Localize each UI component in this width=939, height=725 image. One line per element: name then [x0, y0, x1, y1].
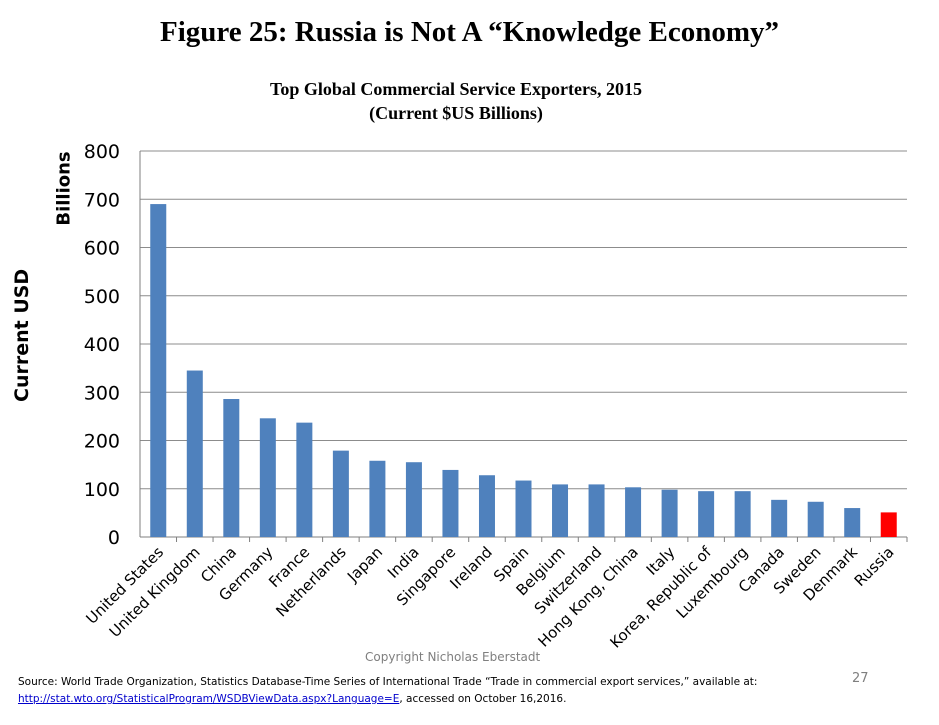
y-tick-label: 800	[84, 141, 120, 163]
bar-ireland	[478, 475, 495, 537]
x-tick-label: Russia	[851, 543, 898, 590]
y-tick-label: 600	[84, 238, 120, 260]
bar-india	[405, 462, 422, 537]
bar-sweden	[807, 501, 824, 537]
gridlines	[139, 150, 908, 542]
y-tick-label: 100	[84, 479, 120, 501]
bar-france	[296, 422, 313, 537]
y-tick-label: 400	[84, 334, 120, 356]
bar-singapore	[442, 469, 459, 537]
bar-switzerland	[588, 484, 605, 537]
bar-italy	[661, 489, 678, 537]
bar-luxembourg	[734, 491, 751, 537]
bars	[150, 204, 897, 537]
source-prefix: Source: World Trade Organization, Statis…	[18, 676, 758, 688]
bar-china	[223, 399, 240, 537]
bar-denmark	[844, 508, 861, 537]
bar-russia	[880, 512, 897, 537]
source-note: Source: World Trade Organization, Statis…	[18, 674, 918, 708]
copyright-text: Copyright Nicholas Eberstadt	[365, 650, 541, 664]
figure-title: Figure 25: Russia is Not A “Knowledge Ec…	[160, 16, 779, 48]
y-tick-label: 500	[84, 286, 120, 308]
x-tick-label: Japan	[343, 543, 386, 586]
chart-title: Top Global Commercial Service Exporters,…	[150, 77, 762, 125]
chart-subtitle: (Current $US Billions)	[369, 103, 543, 123]
bar-korea-republic-of	[698, 491, 715, 537]
bar-hong-kong-china	[625, 487, 642, 537]
y-tick-label: 300	[84, 382, 120, 404]
page-number: 27	[852, 671, 869, 686]
bar-united-states	[150, 204, 167, 537]
y-tick-label: 0	[108, 527, 120, 549]
source-suffix: , accessed on October 16,2016.	[399, 693, 567, 705]
bar-united-kingdom	[186, 370, 203, 537]
bar-netherlands	[332, 450, 349, 537]
y-tick-label: 700	[84, 189, 120, 211]
bar-germany	[259, 418, 276, 537]
y-tick-label: 200	[84, 431, 120, 453]
bar-japan	[369, 460, 386, 537]
bar-belgium	[552, 484, 569, 537]
source-link[interactable]: http://stat.wto.org/StatisticalProgram/W…	[18, 693, 400, 705]
y-tick-labels: 0 100 200 300 400 500 600 700 800	[84, 141, 120, 549]
bar-spain	[515, 480, 532, 537]
chart-title-main: Top Global Commercial Service Exporters,…	[270, 79, 642, 99]
bar-canada	[771, 499, 788, 537]
